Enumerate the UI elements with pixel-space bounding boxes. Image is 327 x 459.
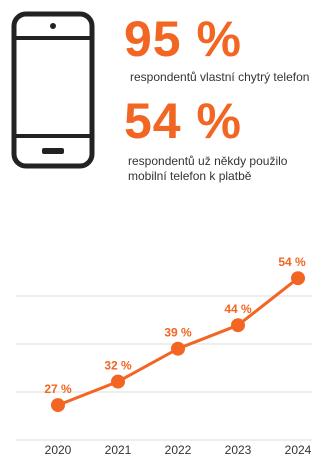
x-tick-label: 2023 xyxy=(225,443,252,457)
stat-caption: respondentů už někdy použilo mobilní tel… xyxy=(128,154,288,183)
stat-smartphone-ownership: 95 % respondentů vlastní chytrý telefon xyxy=(124,14,309,85)
x-tick-label: 2024 xyxy=(285,443,312,457)
data-label: 27 % xyxy=(44,382,72,396)
data-label: 54 % xyxy=(278,255,306,269)
data-point xyxy=(51,398,65,413)
stat-caption: respondentů vlastní chytrý telefon xyxy=(130,70,310,84)
x-tick-label: 2020 xyxy=(45,443,72,457)
data-point xyxy=(291,271,305,286)
data-point xyxy=(111,374,125,389)
data-point xyxy=(231,318,245,333)
stat-value: 54 % xyxy=(124,93,242,149)
stat-value: 95 % xyxy=(124,11,242,67)
stat-mobile-payment: 54 % respondentů už někdy použilo mobiln… xyxy=(124,96,318,184)
smartphone-icon xyxy=(11,11,95,169)
data-point xyxy=(171,341,185,356)
line-chart: 27 % 32 % 39 % 44 % 54 % 2020 2021 2022 2023 2024 xyxy=(16,255,312,457)
data-label: 44 % xyxy=(224,302,252,316)
x-tick-label: 2022 xyxy=(165,443,192,457)
data-label: 32 % xyxy=(104,359,132,373)
series-line xyxy=(57,277,299,407)
x-tick-label: 2021 xyxy=(105,443,132,457)
data-label: 39 % xyxy=(164,326,192,340)
